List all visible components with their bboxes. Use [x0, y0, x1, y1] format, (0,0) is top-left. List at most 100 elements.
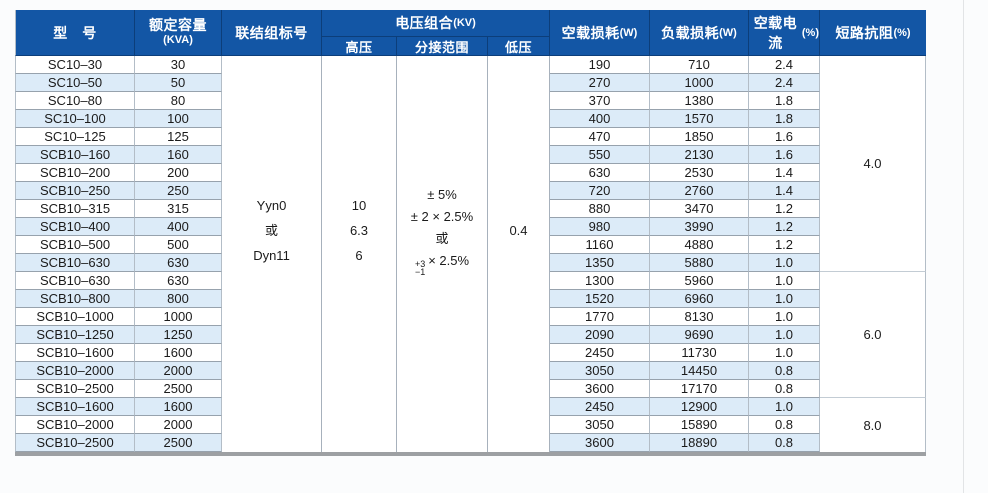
- model-cell: SCB10–1000: [15, 308, 135, 326]
- connection-line: 或: [264, 222, 278, 238]
- model-cell: SCB10–315: [15, 200, 135, 218]
- load-loss-cell: 1850: [650, 128, 749, 146]
- header-load-loss-label: 负载损耗: [661, 24, 720, 41]
- no-load-loss-cell: 2450: [550, 344, 650, 362]
- load-loss-cell: 2130: [650, 146, 749, 164]
- load-loss-cell: 12900: [650, 398, 749, 416]
- model-cell: SCB10–160: [15, 146, 135, 164]
- capacity-cell: 315: [135, 200, 222, 218]
- header-no-load-loss: 空载损耗 (W): [550, 10, 650, 56]
- header-high-voltage: 高压: [322, 37, 397, 56]
- model-cell: SCB10–630: [15, 254, 135, 272]
- no-load-loss-cell: 3600: [550, 434, 650, 452]
- no-load-loss-cell: 3050: [550, 416, 650, 434]
- model-cell: SCB10–500: [15, 236, 135, 254]
- capacity-cell: 630: [135, 272, 222, 290]
- transformer-spec-table: 型 号 额定容量 (KVA) 联结组标号 电压组合 (KV) 高压 分接范围 低压…: [15, 10, 926, 456]
- load-loss-cell: 15890: [650, 416, 749, 434]
- no-load-loss-cell: 190: [550, 56, 650, 74]
- capacity-cell: 160: [135, 146, 222, 164]
- header-no-load-loss-unit: (W): [619, 26, 638, 39]
- no-load-loss-cell: 720: [550, 182, 650, 200]
- no-load-current-cell: 1.0: [749, 308, 820, 326]
- no-load-current-cell: 1.0: [749, 398, 820, 416]
- no-load-current-cell: 1.4: [749, 164, 820, 182]
- no-load-loss-cell: 1770: [550, 308, 650, 326]
- load-loss-cell: 710: [650, 56, 749, 74]
- capacity-cell: 1000: [135, 308, 222, 326]
- no-load-loss-cell: 630: [550, 164, 650, 182]
- capacity-cell: 2000: [135, 362, 222, 380]
- high-voltage-cell: 10 6.3 6: [322, 56, 397, 452]
- load-loss-cell: 17170: [650, 380, 749, 398]
- load-loss-cell: 4880: [650, 236, 749, 254]
- model-cell: SC10–50: [15, 74, 135, 92]
- model-cell: SC10–125: [15, 128, 135, 146]
- no-load-loss-cell: 270: [550, 74, 650, 92]
- capacity-cell: 2500: [135, 380, 222, 398]
- header-voltage-combination-label: 电压组合: [395, 15, 454, 31]
- no-load-current-cell: 1.6: [749, 146, 820, 164]
- low-voltage-value: 0.4: [509, 222, 528, 238]
- no-load-current-cell: 1.0: [749, 272, 820, 290]
- no-load-current-cell: 1.2: [749, 200, 820, 218]
- header-low-voltage: 低压: [488, 37, 550, 56]
- model-cell: SCB10–2500: [15, 434, 135, 452]
- header-rated-capacity: 额定容量 (KVA): [135, 10, 222, 56]
- capacity-cell: 125: [135, 128, 222, 146]
- load-loss-cell: 1000: [650, 74, 749, 92]
- no-load-current-cell: 1.4: [749, 182, 820, 200]
- tap-suffix: × 2.5%: [428, 253, 470, 268]
- capacity-cell: 2500: [135, 434, 222, 452]
- model-cell: SCB10–1600: [15, 398, 135, 416]
- header-rated-capacity-unit: (KVA): [163, 33, 193, 46]
- no-load-current-cell: 1.0: [749, 254, 820, 272]
- impedance-group-cell: 6.0: [820, 272, 926, 398]
- impedance-group-cell: 8.0: [820, 398, 926, 452]
- model-cell: SCB10–1600: [15, 344, 135, 362]
- model-cell: SCB10–250: [15, 182, 135, 200]
- load-loss-cell: 11730: [650, 344, 749, 362]
- capacity-cell: 200: [135, 164, 222, 182]
- load-loss-cell: 1380: [650, 92, 749, 110]
- no-load-loss-cell: 1160: [550, 236, 650, 254]
- tap-range-cell: ± 5% ± 2 × 2.5% 或 +3 −1 × 2.5%: [397, 56, 488, 452]
- hv-line: 10: [351, 197, 367, 213]
- no-load-loss-cell: 370: [550, 92, 650, 110]
- model-cell: SCB10–2500: [15, 380, 135, 398]
- header-voltage-combination-unit: (KV): [453, 17, 476, 29]
- tap-range-line: ± 5%: [427, 187, 457, 202]
- header-voltage-combination: 电压组合 (KV): [322, 10, 550, 37]
- hv-line: 6: [355, 247, 363, 263]
- model-cell: SCB10–800: [15, 290, 135, 308]
- load-loss-cell: 8130: [650, 308, 749, 326]
- no-load-current-cell: 1.0: [749, 290, 820, 308]
- capacity-cell: 400: [135, 218, 222, 236]
- impedance-group-cell: 4.0: [820, 56, 926, 272]
- connection-line: Yyn0: [256, 197, 287, 213]
- no-load-current-cell: 1.8: [749, 92, 820, 110]
- model-cell: SC10–30: [15, 56, 135, 74]
- no-load-current-cell: 0.8: [749, 416, 820, 434]
- tap-stack-bottom: −1: [414, 267, 426, 277]
- page-right-divider: [963, 0, 964, 493]
- tap-stack: +3 −1: [414, 259, 426, 277]
- header-short-circuit-impedance: 短路抗阻 (%): [820, 10, 926, 56]
- header-short-circuit-impedance-unit: (%): [893, 26, 911, 39]
- capacity-cell: 500: [135, 236, 222, 254]
- no-load-current-cell: 1.0: [749, 344, 820, 362]
- load-loss-cell: 5960: [650, 272, 749, 290]
- load-loss-cell: 2760: [650, 182, 749, 200]
- model-cell: SCB10–630: [15, 272, 135, 290]
- capacity-cell: 1600: [135, 344, 222, 362]
- tap-stack-top: +3: [414, 259, 426, 269]
- capacity-cell: 30: [135, 56, 222, 74]
- no-load-current-cell: 0.8: [749, 434, 820, 452]
- load-loss-cell: 3990: [650, 218, 749, 236]
- tap-range-line: 或: [435, 231, 449, 246]
- load-loss-cell: 14450: [650, 362, 749, 380]
- tap-range-line-stacked: +3 −1 × 2.5%: [411, 250, 473, 277]
- hv-line: 6.3: [349, 222, 369, 238]
- header-load-loss-unit: (W): [719, 26, 737, 39]
- capacity-cell: 630: [135, 254, 222, 272]
